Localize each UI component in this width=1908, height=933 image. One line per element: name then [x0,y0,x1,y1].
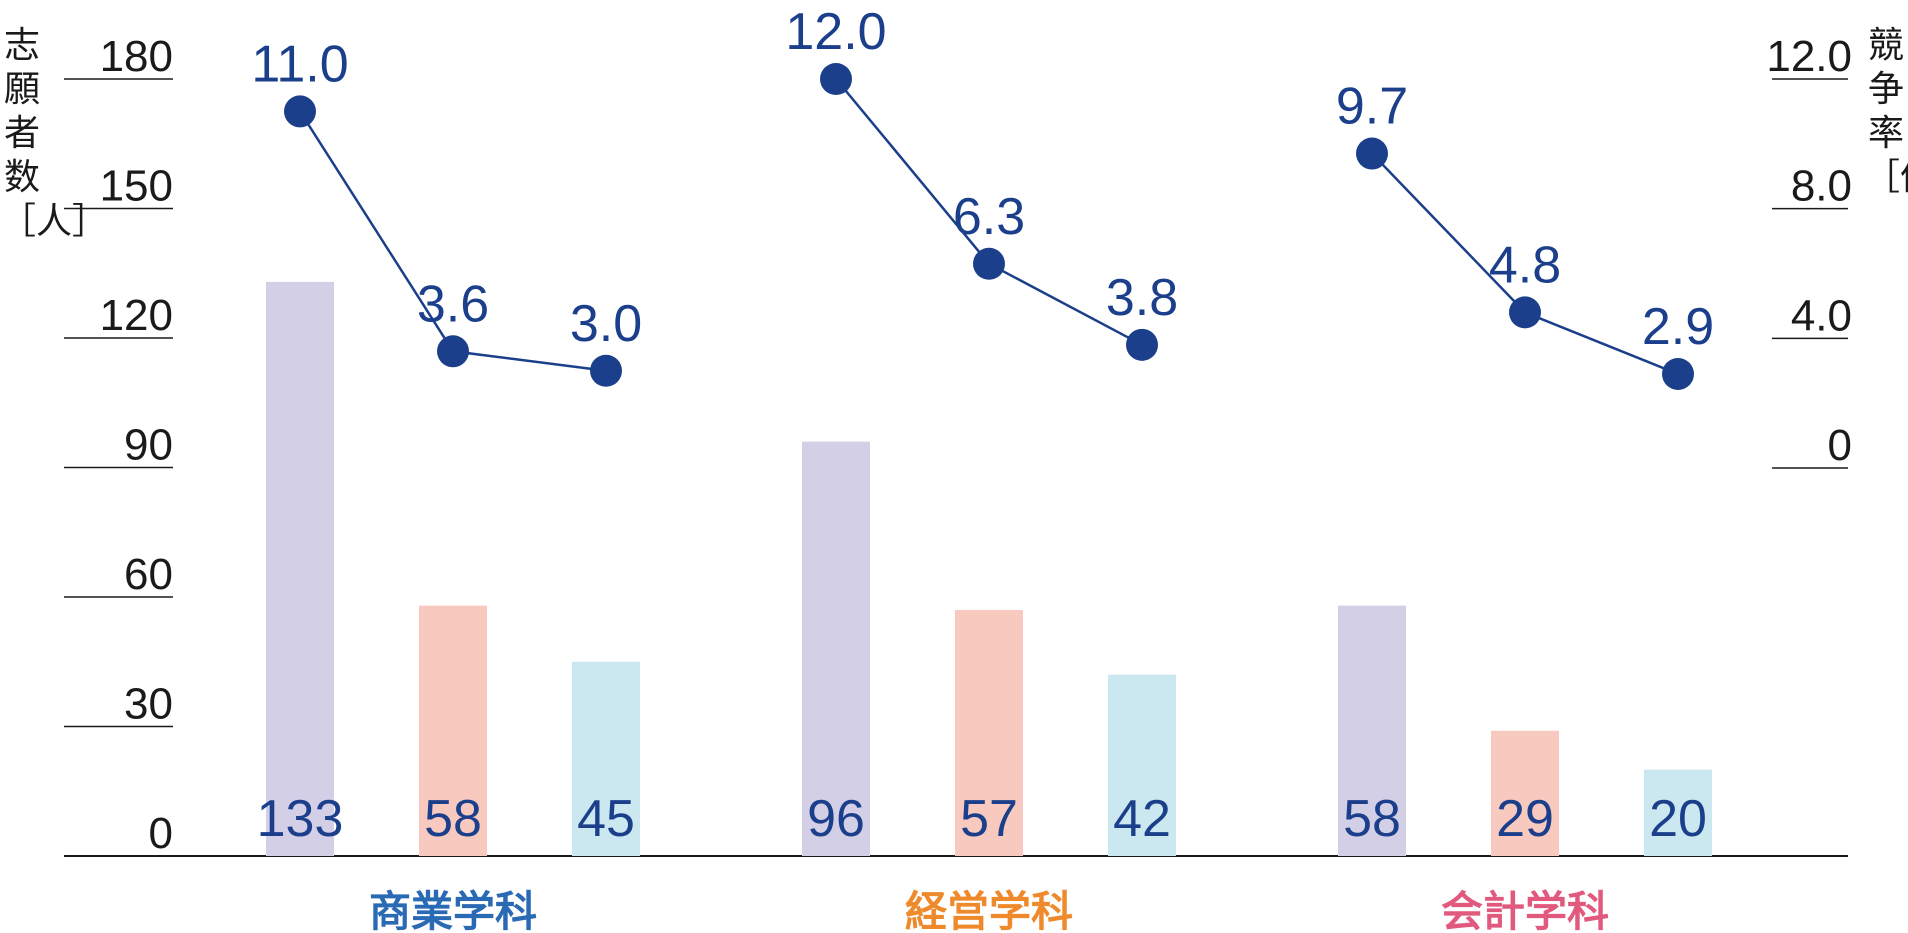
bar-value-label: 42 [1113,790,1171,848]
bar-value-label: 133 [257,790,344,848]
rate-point [284,95,316,128]
rate-point [437,335,469,368]
rate-point [1509,296,1541,329]
rate-value-label: 4.8 [1489,236,1561,294]
right-tick-label: 12.0 [1766,32,1852,81]
bar [572,661,640,856]
rate-point [590,354,622,387]
bar [802,441,870,856]
bar-value-label: 45 [577,790,635,848]
left-tick-label: 120 [100,291,173,340]
left-tick-label: 60 [124,550,173,599]
category-label: 経営学科 [905,887,1073,933]
bar-value-label: 58 [424,790,482,848]
right-axis-title: 競争率［倍］ [1864,25,1908,198]
bar [1338,605,1406,856]
category-label: 会計学科 [1441,887,1609,933]
bar-value-label: 20 [1649,790,1707,848]
rate-value-label: 3.0 [570,295,642,353]
rate-value-label: 3.6 [417,275,489,333]
left-tick-label: 90 [124,421,173,470]
rate-point [1126,328,1158,361]
rate-point [820,63,852,95]
rate-value-label: 2.9 [1642,298,1714,356]
bar [1644,769,1712,856]
category-label: 商業学科 [369,887,537,933]
left-tick-label: 180 [100,32,173,81]
bar [1108,674,1176,856]
bar-value-label: 29 [1496,790,1554,848]
right-tick-label: 4.0 [1791,291,1852,340]
bar [419,605,487,856]
bar-value-label: 96 [807,790,865,848]
rate-value-label: 3.8 [1106,269,1178,327]
rate-point [973,247,1005,280]
rate-value-label: 6.3 [953,188,1025,246]
rate-point [1662,357,1694,390]
rate-value-label: 12.0 [785,3,886,61]
left-tick-label: 30 [124,680,173,729]
bar-value-label: 57 [960,790,1018,848]
rate-value-label: 9.7 [1336,78,1408,136]
bar [955,609,1023,856]
left-tick-label: 150 [100,162,173,211]
right-tick-label: 0 [1828,421,1852,470]
right-tick-label: 8.0 [1791,162,1852,211]
left-tick-label: 0 [149,809,173,858]
bar [1491,730,1559,856]
rate-value-label: 11.0 [251,35,348,93]
rate-point [1356,137,1388,170]
bar-value-label: 58 [1343,790,1401,848]
bar [266,281,334,857]
